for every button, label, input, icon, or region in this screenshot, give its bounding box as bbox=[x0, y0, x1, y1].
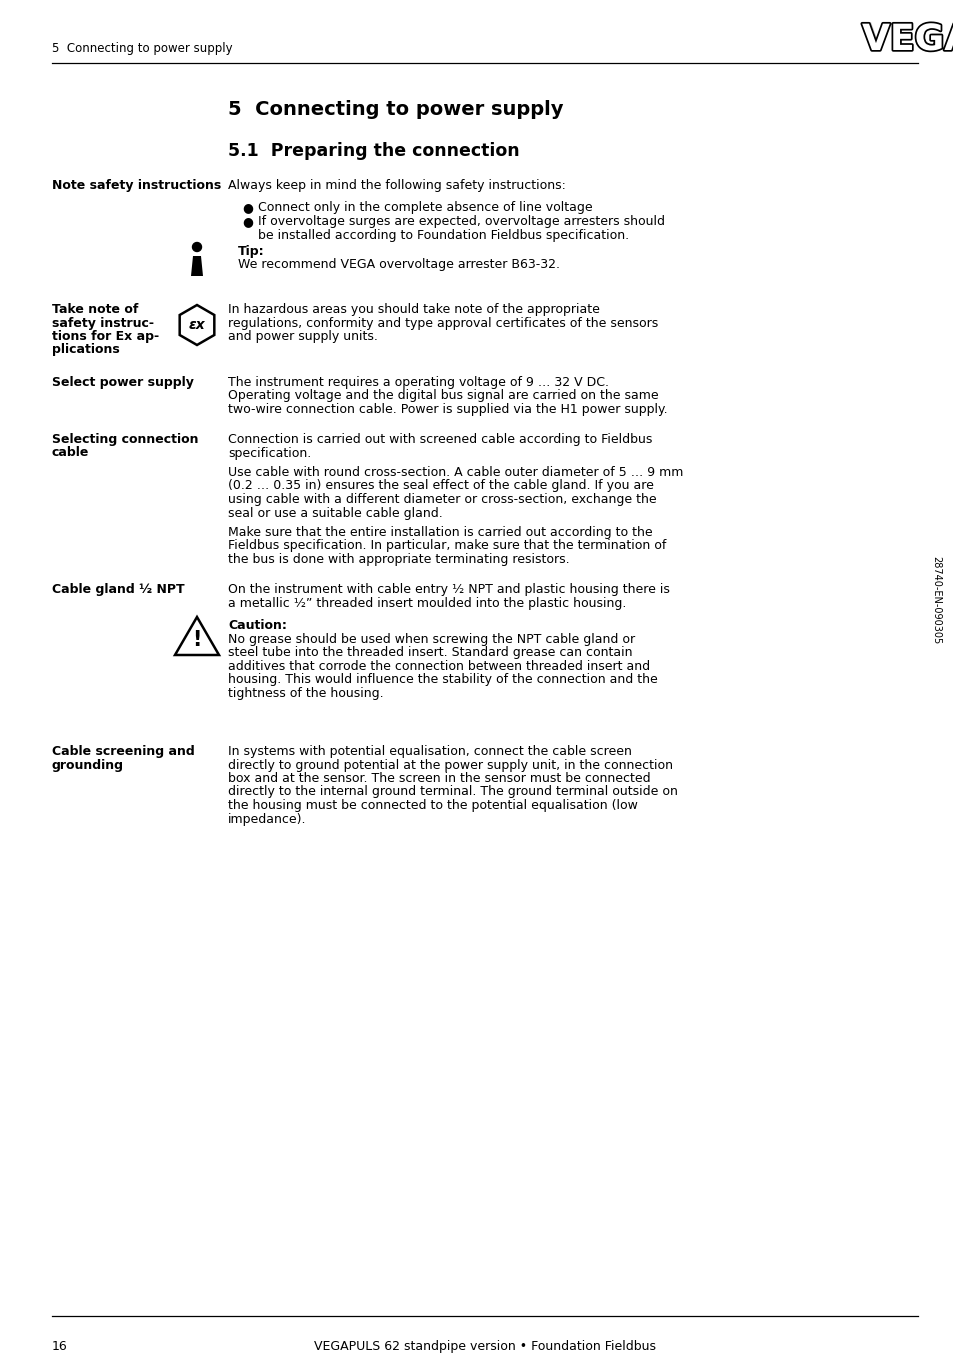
Text: VEGA: VEGA bbox=[863, 22, 953, 56]
Text: In hazardous areas you should take note of the appropriate: In hazardous areas you should take note … bbox=[228, 303, 599, 315]
Text: Select power supply: Select power supply bbox=[52, 376, 193, 389]
Text: 16: 16 bbox=[52, 1340, 68, 1353]
Text: Always keep in mind the following safety instructions:: Always keep in mind the following safety… bbox=[228, 179, 565, 192]
Text: using cable with a different diameter or cross-section, exchange the: using cable with a different diameter or… bbox=[228, 493, 656, 506]
Text: Tip:: Tip: bbox=[237, 245, 264, 259]
Text: seal or use a suitable cable gland.: seal or use a suitable cable gland. bbox=[228, 506, 442, 520]
Text: 28740-EN-090305: 28740-EN-090305 bbox=[930, 556, 940, 645]
Text: Operating voltage and the digital bus signal are carried on the same: Operating voltage and the digital bus si… bbox=[228, 390, 658, 402]
Text: Take note of: Take note of bbox=[52, 303, 138, 315]
Text: steel tube into the threaded insert. Standard grease can contain: steel tube into the threaded insert. Sta… bbox=[228, 646, 632, 659]
Text: ●: ● bbox=[242, 215, 253, 229]
Polygon shape bbox=[191, 256, 203, 276]
Text: two-wire connection cable. Power is supplied via the H1 power supply.: two-wire connection cable. Power is supp… bbox=[228, 403, 667, 416]
Text: !: ! bbox=[193, 630, 201, 650]
Text: 5  Connecting to power supply: 5 Connecting to power supply bbox=[52, 42, 233, 56]
Text: Cable gland ½ NPT: Cable gland ½ NPT bbox=[52, 584, 185, 596]
Text: No grease should be used when screwing the NPT cable gland or: No grease should be used when screwing t… bbox=[228, 632, 635, 646]
Text: plications: plications bbox=[52, 344, 120, 356]
Text: and power supply units.: and power supply units. bbox=[228, 330, 377, 343]
Text: The instrument requires a operating voltage of 9 … 32 V DC.: The instrument requires a operating volt… bbox=[228, 376, 608, 389]
Text: directly to the internal ground terminal. The ground terminal outside on: directly to the internal ground terminal… bbox=[228, 785, 678, 799]
Text: Caution:: Caution: bbox=[228, 619, 287, 632]
Text: specification.: specification. bbox=[228, 447, 311, 459]
Text: On the instrument with cable entry ½ NPT and plastic housing there is: On the instrument with cable entry ½ NPT… bbox=[228, 584, 669, 596]
Text: We recommend VEGA overvoltage arrester B63-32.: We recommend VEGA overvoltage arrester B… bbox=[237, 259, 559, 271]
Text: ●: ● bbox=[242, 200, 253, 214]
Text: the housing must be connected to the potential equalisation (low: the housing must be connected to the pot… bbox=[228, 799, 638, 812]
Text: safety instruc-: safety instruc- bbox=[52, 317, 153, 329]
Text: Fieldbus specification. In particular, make sure that the termination of: Fieldbus specification. In particular, m… bbox=[228, 539, 666, 552]
Text: Note safety instructions: Note safety instructions bbox=[52, 179, 221, 192]
Text: Cable screening and: Cable screening and bbox=[52, 745, 194, 758]
Text: VEGAPULS 62 standpipe version • Foundation Fieldbus: VEGAPULS 62 standpipe version • Foundati… bbox=[314, 1340, 656, 1353]
Text: εx: εx bbox=[189, 318, 205, 332]
Text: be installed according to Foundation Fieldbus specification.: be installed according to Foundation Fie… bbox=[257, 229, 628, 242]
Text: Selecting connection: Selecting connection bbox=[52, 433, 198, 445]
Text: housing. This would influence the stability of the connection and the: housing. This would influence the stabil… bbox=[228, 673, 657, 686]
Text: VEGA: VEGA bbox=[862, 23, 953, 57]
Text: grounding: grounding bbox=[52, 758, 124, 772]
Text: 5.1  Preparing the connection: 5.1 Preparing the connection bbox=[228, 142, 519, 160]
Text: In systems with potential equalisation, connect the cable screen: In systems with potential equalisation, … bbox=[228, 745, 631, 758]
Text: box and at the sensor. The screen in the sensor must be connected: box and at the sensor. The screen in the… bbox=[228, 772, 650, 785]
Text: If overvoltage surges are expected, overvoltage arresters should: If overvoltage surges are expected, over… bbox=[257, 215, 664, 229]
Text: the bus is done with appropriate terminating resistors.: the bus is done with appropriate termina… bbox=[228, 552, 569, 566]
Text: Use cable with round cross-section. A cable outer diameter of 5 … 9 mm: Use cable with round cross-section. A ca… bbox=[228, 466, 682, 479]
Text: additives that corrode the connection between threaded insert and: additives that corrode the connection be… bbox=[228, 659, 649, 673]
Text: (0.2 … 0.35 in) ensures the seal effect of the cable gland. If you are: (0.2 … 0.35 in) ensures the seal effect … bbox=[228, 479, 653, 493]
Text: Connection is carried out with screened cable according to Fieldbus: Connection is carried out with screened … bbox=[228, 433, 652, 445]
Text: regulations, conformity and type approval certificates of the sensors: regulations, conformity and type approva… bbox=[228, 317, 658, 329]
Text: tions for Ex ap-: tions for Ex ap- bbox=[52, 330, 159, 343]
Text: a metallic ½” threaded insert moulded into the plastic housing.: a metallic ½” threaded insert moulded in… bbox=[228, 597, 626, 609]
Text: cable: cable bbox=[52, 447, 90, 459]
Text: 5  Connecting to power supply: 5 Connecting to power supply bbox=[228, 100, 563, 119]
Text: Connect only in the complete absence of line voltage: Connect only in the complete absence of … bbox=[257, 200, 592, 214]
Text: impedance).: impedance). bbox=[228, 812, 306, 826]
Text: directly to ground potential at the power supply unit, in the connection: directly to ground potential at the powe… bbox=[228, 758, 672, 772]
Text: tightness of the housing.: tightness of the housing. bbox=[228, 686, 383, 700]
Text: Make sure that the entire installation is carried out according to the: Make sure that the entire installation i… bbox=[228, 525, 652, 539]
Circle shape bbox=[193, 242, 201, 252]
